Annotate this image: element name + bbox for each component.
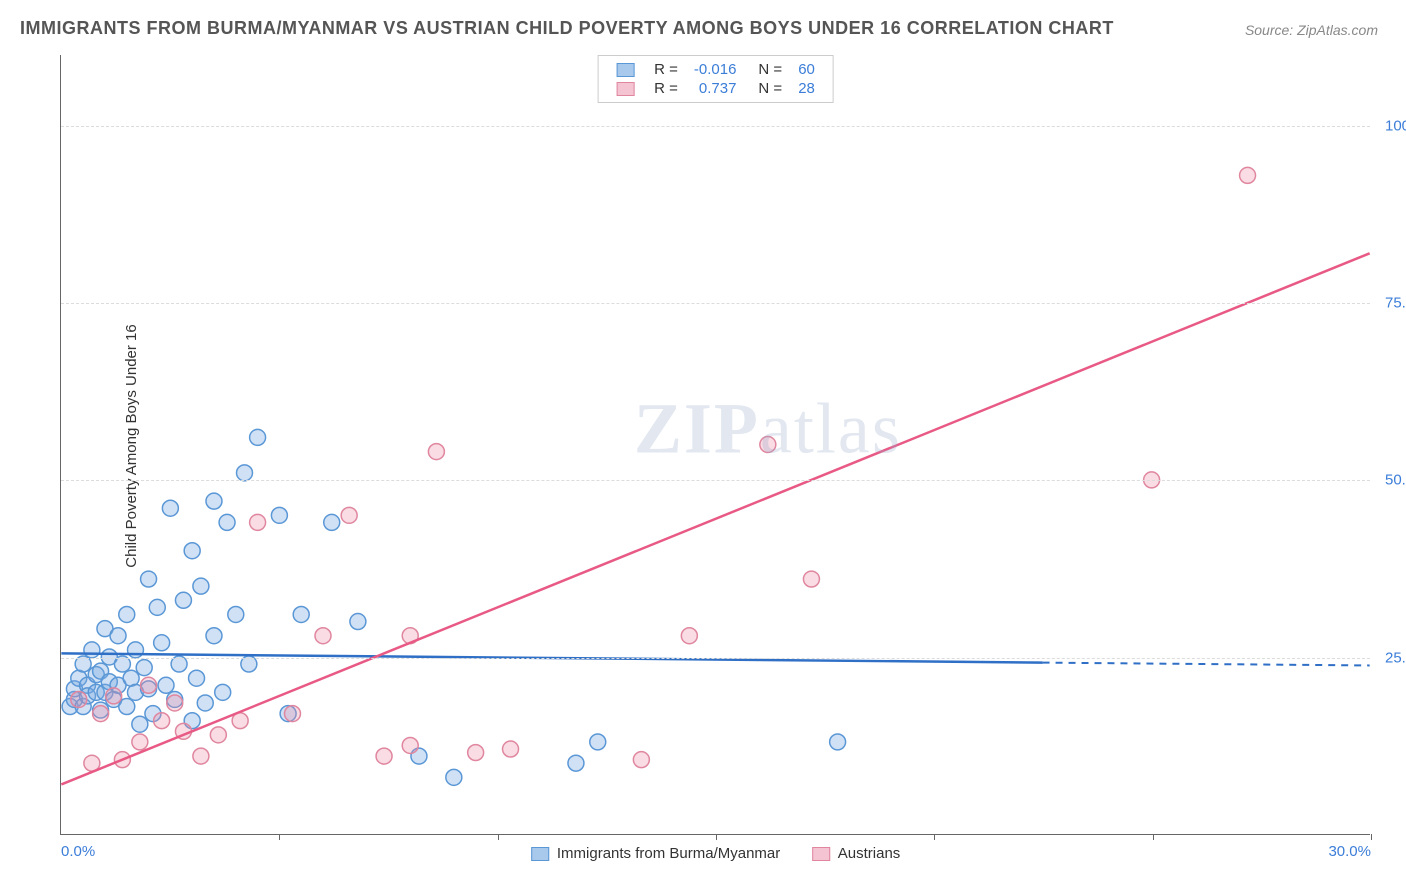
scatter-point-series-1 [315,628,331,644]
chart-plot-area: ZIPatlas R = -0.016 N = 60 R = 0.737 N =… [60,55,1370,835]
y-tick-label: 100.0% [1375,117,1406,134]
scatter-point-series-0 [84,642,100,658]
n-value-1: 28 [790,79,823,98]
scatter-point-series-0 [189,670,205,686]
scatter-point-series-1 [250,514,266,530]
x-tick-mark [1153,834,1154,840]
scatter-point-series-1 [428,444,444,460]
scatter-point-series-0 [110,628,126,644]
scatter-point-series-1 [141,677,157,693]
scatter-point-series-0 [154,635,170,651]
y-tick-label: 50.0% [1375,472,1406,489]
scatter-point-series-0 [568,755,584,771]
scatter-point-series-1 [633,752,649,768]
scatter-point-series-0 [193,578,209,594]
scatter-point-series-0 [219,514,235,530]
correlation-legend: R = -0.016 N = 60 R = 0.737 N = 28 [597,55,834,103]
scatter-point-series-1 [167,695,183,711]
scatter-point-series-0 [324,514,340,530]
scatter-point-series-1 [93,706,109,722]
r-value-1: 0.737 [686,79,745,98]
scatter-point-series-0 [446,769,462,785]
n-value-0: 60 [790,60,823,79]
chart-title: IMMIGRANTS FROM BURMA/MYANMAR VS AUSTRIA… [20,18,1114,39]
scatter-point-series-0 [119,606,135,622]
scatter-point-series-0 [206,628,222,644]
scatter-point-series-0 [184,543,200,559]
x-tick-mark [716,834,717,840]
scatter-point-series-1 [681,628,697,644]
scatter-point-series-1 [132,734,148,750]
y-tick-label: 25.0% [1375,649,1406,666]
series-name-1: Austrians [838,845,901,862]
series-name-0: Immigrants from Burma/Myanmar [557,845,780,862]
x-tick-mark [934,834,935,840]
scatter-point-series-0 [350,614,366,630]
r-value-0: -0.016 [686,60,745,79]
scatter-point-series-1 [468,745,484,761]
gridline-h [61,658,1370,659]
gridline-h [61,480,1370,481]
x-tick-label: 30.0% [1328,843,1371,860]
series-legend: Immigrants from Burma/Myanmar Austrians [517,845,915,862]
swatch-series-0 [616,63,634,77]
scatter-point-series-0 [197,695,213,711]
gridline-h [61,303,1370,304]
scatter-point-series-0 [206,493,222,509]
scatter-point-series-0 [158,677,174,693]
scatter-point-series-0 [228,606,244,622]
x-tick-mark [1371,834,1372,840]
scatter-point-series-1 [376,748,392,764]
scatter-point-series-0 [119,699,135,715]
scatter-point-series-0 [590,734,606,750]
scatter-point-series-0 [141,571,157,587]
scatter-point-series-1 [503,741,519,757]
y-tick-label: 75.0% [1375,295,1406,312]
scatter-point-series-0 [293,606,309,622]
swatch-bottom-1 [812,847,830,861]
scatter-point-series-0 [830,734,846,750]
scatter-point-series-0 [149,599,165,615]
gridline-h [61,126,1370,127]
scatter-point-series-0 [175,592,191,608]
scatter-point-series-0 [237,465,253,481]
scatter-point-series-1 [341,507,357,523]
scatter-point-series-1 [284,706,300,722]
scatter-point-series-0 [271,507,287,523]
source-attribution: Source: ZipAtlas.com [1245,22,1378,38]
x-tick-mark [279,834,280,840]
swatch-bottom-0 [531,847,549,861]
scatter-point-series-0 [127,642,143,658]
x-tick-label: 0.0% [61,843,95,860]
scatter-point-series-1 [154,713,170,729]
x-tick-mark [498,834,499,840]
scatter-point-series-0 [250,429,266,445]
trend-line-dashed-series-0 [1043,663,1370,666]
scatter-point-series-1 [193,748,209,764]
scatter-point-series-1 [71,691,87,707]
legend-row-series-1: R = 0.737 N = 28 [608,79,823,98]
scatter-point-series-1 [210,727,226,743]
scatter-point-series-0 [136,660,152,676]
scatter-point-series-0 [162,500,178,516]
scatter-svg [61,55,1370,834]
scatter-point-series-1 [760,437,776,453]
legend-row-series-0: R = -0.016 N = 60 [608,60,823,79]
scatter-point-series-0 [132,716,148,732]
scatter-point-series-1 [803,571,819,587]
scatter-point-series-1 [1240,167,1256,183]
scatter-point-series-1 [106,688,122,704]
scatter-point-series-1 [402,737,418,753]
scatter-point-series-0 [215,684,231,700]
swatch-series-1 [616,82,634,96]
